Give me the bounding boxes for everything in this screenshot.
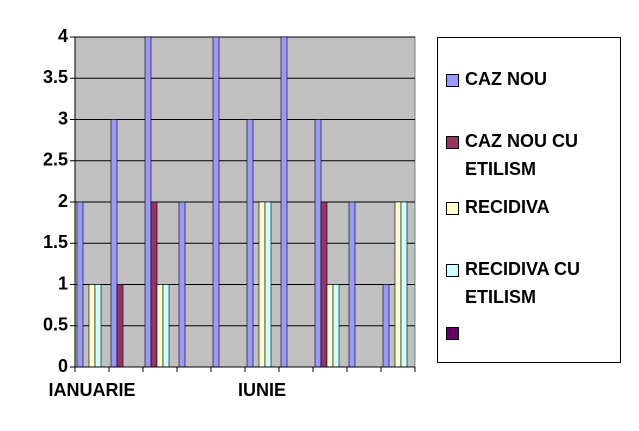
y-tick-label: 4 (58, 26, 68, 46)
y-tick-label: 3 (58, 108, 68, 128)
bar (382, 284, 390, 368)
bar (156, 284, 164, 368)
legend-entry: RECIDIVA CU ETILISM (446, 259, 615, 311)
legend-swatch (446, 327, 459, 340)
legend-entry: CAZ NOU CU ETILISM (446, 131, 615, 183)
bar (150, 201, 158, 368)
y-tick-label: 2.5 (43, 150, 68, 170)
bar (320, 201, 328, 368)
y-tick-label: 2 (58, 191, 68, 211)
bar (212, 36, 220, 368)
bar (348, 201, 356, 368)
bar (326, 284, 334, 368)
legend: CAZ NOU CAZ NOU CU ETILISM RECIDIVA RECIDIV… (437, 37, 621, 363)
y-tick-label: 1 (58, 273, 68, 293)
bar (332, 284, 340, 368)
bar (88, 284, 96, 368)
bar (264, 201, 272, 368)
bar (394, 201, 402, 368)
bar (280, 36, 288, 368)
y-tick-label: 0 (58, 356, 68, 376)
legend-entry: CAZ NOU (446, 69, 615, 93)
legend-label: RECIDIVA (465, 197, 550, 217)
legend-entry (446, 322, 465, 340)
y-tick-label: 0.5 (43, 315, 68, 335)
legend-label: RECIDIVA CU ETILISM (465, 259, 581, 307)
legend-swatch (446, 74, 459, 87)
legend-label: CAZ NOU CU ETILISM (465, 131, 578, 179)
bar (94, 284, 102, 368)
bar (314, 119, 322, 368)
bar (258, 201, 266, 368)
legend-label: CAZ NOU (465, 69, 547, 89)
bar (246, 119, 254, 368)
bar (116, 284, 124, 368)
x-tick-label: IANUARIE (48, 380, 135, 400)
bar (400, 201, 408, 368)
bar (178, 201, 186, 368)
bar (144, 36, 152, 368)
x-tick-label: IUNIE (238, 380, 286, 400)
y-tick-label: 1.5 (43, 232, 68, 252)
legend-swatch (446, 136, 459, 149)
bar (76, 201, 84, 368)
legend-swatch (446, 264, 459, 277)
legend-entry: RECIDIVA (446, 197, 615, 221)
bar (162, 284, 170, 368)
y-tick-label: 3.5 (43, 67, 68, 87)
bar (110, 119, 118, 368)
legend-swatch (446, 202, 459, 215)
